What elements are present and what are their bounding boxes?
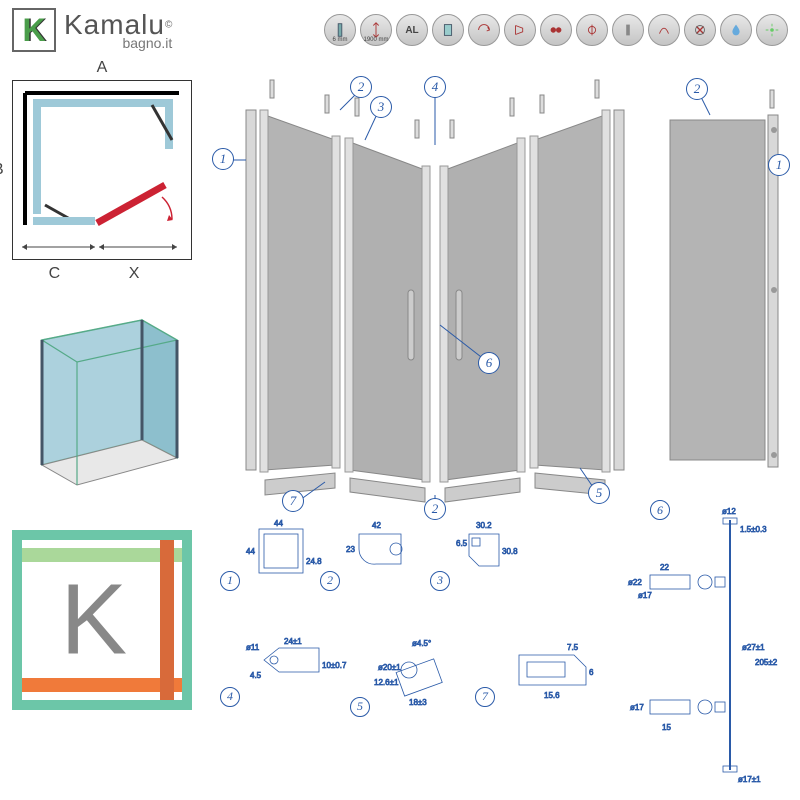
p1-w: 44	[274, 519, 283, 528]
svg-text:ø4.5°: ø4.5°	[412, 639, 431, 648]
callout-7: 7	[282, 490, 304, 512]
callout-1: 1	[212, 148, 234, 170]
svg-text:24±1: 24±1	[284, 637, 302, 646]
part-4: 4 24±110±0.7 ø114.5	[220, 630, 354, 707]
parts-detail: 1 44 44 24.8 2 4223 3 30.230.86.5 4 24±1…	[200, 510, 800, 790]
svg-text:1.5±0.3: 1.5±0.3	[740, 525, 767, 534]
thickness-icon: 6 mm	[324, 14, 356, 46]
svg-text:ø12: ø12	[722, 507, 736, 516]
part-3: 3 30.230.86.5	[430, 514, 534, 591]
clean-icon	[684, 14, 716, 46]
guide-icon	[648, 14, 680, 46]
svg-text:10±0.7: 10±0.7	[322, 661, 347, 670]
copyright: ©	[165, 20, 172, 31]
svg-text:7.5: 7.5	[567, 643, 579, 652]
svg-text:23: 23	[346, 545, 355, 554]
part-1: 1 44 44 24.8	[220, 514, 324, 591]
schema-drawing	[17, 85, 187, 255]
brand-sub: bagno.it	[64, 35, 172, 51]
svg-text:30.2: 30.2	[476, 521, 492, 530]
glass-icon	[432, 14, 464, 46]
part-2: 2 4223	[320, 514, 434, 591]
reversible-icon	[468, 14, 500, 46]
top-view-schema: A B C X	[12, 80, 192, 260]
svg-text:ø17: ø17	[630, 703, 644, 712]
dim-a: A	[97, 59, 108, 77]
part-5: 5 ø4.5°ø20±1 12.6±118±3	[350, 630, 474, 717]
svg-text:18±3: 18±3	[409, 698, 427, 707]
drop-icon	[720, 14, 752, 46]
callout-5: 5	[588, 482, 610, 504]
svg-text:6: 6	[589, 668, 594, 677]
svg-text:ø20±1: ø20±1	[378, 663, 401, 672]
dim-x: X	[129, 265, 140, 283]
callout-4: 4	[424, 76, 446, 98]
logo-icon: K K	[12, 8, 56, 52]
brand-k-icon: K	[60, 563, 127, 678]
spec-icons-row: 6 mm 1900 mm AL	[324, 14, 788, 46]
callout-3: 3	[370, 96, 392, 118]
callout-2c: 2	[686, 78, 708, 100]
adjust-icon	[540, 14, 572, 46]
height-icon: 1900 mm	[360, 14, 392, 46]
callout-6: 6	[478, 352, 500, 374]
svg-text:30.8: 30.8	[502, 547, 518, 556]
callout-2: 2	[350, 76, 372, 98]
svg-text:22: 22	[660, 563, 669, 572]
svg-text:205±2: 205±2	[755, 658, 778, 667]
brand-color-block: K	[12, 530, 192, 710]
svg-text:15.6: 15.6	[544, 691, 560, 700]
svg-text:4.5: 4.5	[250, 671, 262, 680]
part-6: 6 22 ø22 ø17 1.5±0.3 ø12 ø27±1 205±2 ø17…	[610, 500, 790, 795]
part-7: 7 7.515.66	[475, 630, 609, 707]
preview-3d	[12, 290, 192, 490]
handle-icon	[576, 14, 608, 46]
p1-h: 44	[246, 547, 255, 556]
eco-icon	[756, 14, 788, 46]
dim-c: C	[49, 265, 61, 283]
brand: Kamalu© bagno.it	[64, 9, 172, 51]
svg-text:ø17: ø17	[638, 591, 652, 600]
callout-1b: 1	[768, 154, 790, 176]
svg-text:ø27±1: ø27±1	[742, 643, 765, 652]
svg-text:12.6±1: 12.6±1	[374, 678, 399, 687]
exploded-view: 1 2 3 4 5 6 7 2 2 1	[210, 70, 790, 510]
svg-text:42: 42	[372, 521, 381, 530]
seal-icon	[612, 14, 644, 46]
dim-b: B	[0, 161, 4, 179]
aluminium-icon: AL	[396, 14, 428, 46]
header: K K Kamalu© bagno.it 6 mm 1900 mm AL	[0, 0, 800, 60]
svg-text:ø11: ø11	[246, 643, 260, 652]
left-column: A B C X	[12, 80, 192, 710]
svg-text:6.5: 6.5	[456, 539, 468, 548]
svg-text:ø17±1: ø17±1	[738, 775, 761, 784]
svg-text:15: 15	[662, 723, 671, 732]
opening-icon	[504, 14, 536, 46]
svg-text:ø22: ø22	[628, 578, 642, 587]
